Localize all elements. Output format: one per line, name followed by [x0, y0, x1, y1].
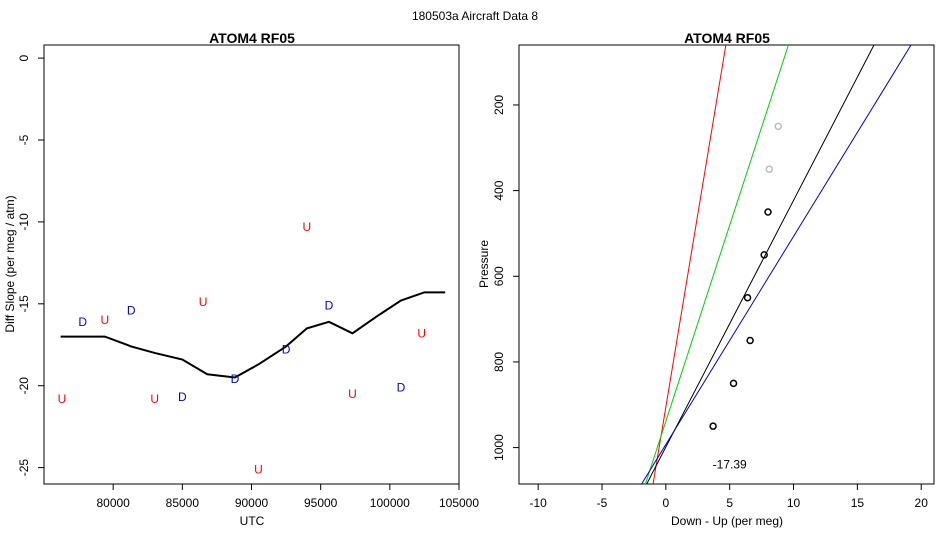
right-plot-frame [518, 44, 935, 485]
right-x-axis-label: Down - Up (per meg) [671, 514, 783, 528]
left-point-u: U [302, 220, 311, 234]
right-x-tick-label: -10 [529, 496, 547, 510]
right-x-tick-label: -5 [597, 496, 608, 510]
left-y-tick-label: 0 [17, 54, 31, 61]
right-y-axis-label: Pressure [477, 240, 491, 288]
left-point-d: D [178, 390, 187, 404]
right-points [709, 122, 782, 430]
left-y-axis-label: Diff Slope (per meg / atm) [3, 195, 17, 332]
left-y-tick-label: -25 [17, 459, 31, 477]
left-point-u: U [58, 392, 67, 406]
right-fit-line [644, 45, 789, 484]
left-y-tick-label: -20 [17, 377, 31, 395]
left-point-u: U [150, 392, 159, 406]
left-point-u: U [348, 387, 357, 401]
right-x-tick-label: 5 [726, 496, 733, 510]
left-chart-title: ATOM4 RF05 [209, 30, 295, 46]
left-plot-frame [43, 44, 460, 485]
left-x-tick-label: 85000 [166, 496, 200, 510]
right-annotation: -17.39 [713, 458, 747, 472]
right-fit-line [646, 45, 875, 484]
right-x-tick-label: 15 [851, 496, 865, 510]
right-point [765, 165, 774, 173]
left-y-tick-label: -10 [17, 213, 31, 231]
left-x-tick-label: 95000 [304, 496, 338, 510]
figure-title: 180503a Aircraft Data 8 [412, 9, 538, 23]
left-axes: 80000 85000 90000 95000 100000 105000 0 -5 -10 -1… [17, 54, 479, 510]
left-point-u: U [199, 295, 208, 309]
right-chart-title: ATOM4 RF05 [684, 30, 770, 46]
right-x-tick-label: 0 [663, 496, 670, 510]
right-fit-line [641, 45, 912, 484]
right-point [760, 251, 768, 259]
left-x-tick-label: 90000 [235, 496, 269, 510]
left-series-line [60, 291, 446, 379]
right-point [743, 293, 752, 302]
left-x-tick-label: 80000 [96, 496, 130, 510]
right-point [774, 122, 782, 131]
left-x-tick-label: 105000 [439, 496, 479, 510]
left-y-tick-label: -5 [17, 134, 31, 145]
left-point-d: D [231, 372, 240, 386]
right-fit-line [652, 45, 727, 484]
right-y-tick-label: 400 [492, 180, 506, 200]
left-point-d: D [325, 298, 334, 312]
right-point [746, 336, 754, 345]
left-x-tick-label: 100000 [370, 496, 410, 510]
right-x-tick-label: 20 [915, 496, 929, 510]
right-chart: ATOM4 RF05 -10 -5 0 5 10 15 20 200 400 600 800 1000… [477, 30, 935, 528]
left-point-u: U [101, 313, 110, 327]
right-point [709, 422, 717, 430]
right-point [729, 379, 738, 388]
right-point [764, 208, 772, 216]
left-line-path [60, 291, 446, 379]
left-y-tick-label: -15 [17, 295, 31, 313]
left-point-d: D [282, 343, 291, 357]
right-y-tick-label: 1000 [492, 434, 506, 461]
right-axes: -10 -5 0 5 10 15 20 200 400 600 800 1000 [492, 95, 928, 510]
right-y-tick-label: 600 [492, 266, 506, 286]
left-point-d: D [397, 380, 406, 394]
left-point-u: U [417, 326, 426, 340]
left-point-u: U [254, 462, 263, 476]
right-x-tick-label: 10 [787, 496, 801, 510]
left-chart: ATOM4 RF05 80000 85000 90000 95000 100000 105… [3, 30, 479, 528]
left-point-d: D [127, 303, 136, 317]
right-fit-lines [641, 45, 912, 484]
left-x-axis-label: UTC [240, 514, 265, 528]
left-point-d: D [78, 315, 87, 329]
right-y-tick-label: 200 [492, 95, 506, 115]
right-y-tick-label: 800 [492, 352, 506, 372]
